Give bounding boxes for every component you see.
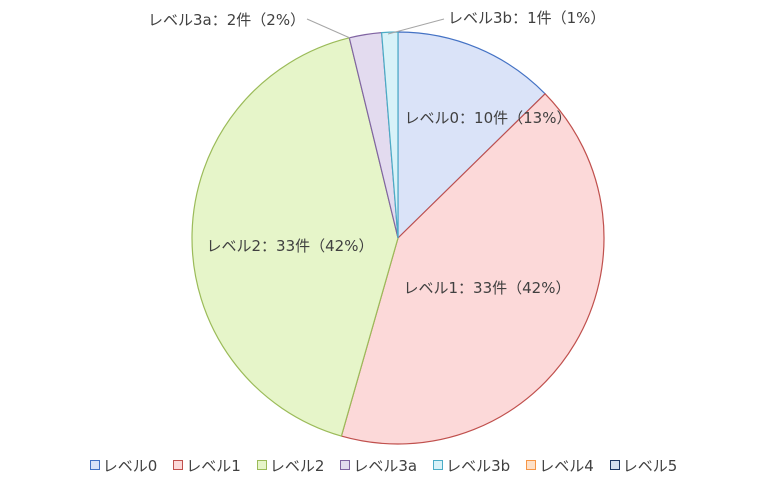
- data-label-2: レベル1：33件（42%）: [404, 279, 571, 297]
- legend-label: レベル4: [539, 456, 594, 475]
- data-label-4: レベル3a：2件（2%）: [148, 11, 305, 29]
- pie-slice-1: [397, 31, 546, 240]
- pie-slice-5: [380, 31, 399, 239]
- legend-label: レベル2: [269, 456, 325, 475]
- legend-label: レベル3a: [353, 456, 418, 475]
- legend-label: レベル3b: [446, 456, 511, 475]
- legend-item-7: レベル5: [609, 455, 678, 476]
- legend-label: レベル1: [186, 456, 241, 475]
- data-label-5: レベル3b：1件（1%）: [448, 9, 605, 27]
- legend-swatch: [340, 460, 351, 470]
- legend-swatch: [89, 460, 100, 470]
- legend-label: レベル5: [622, 456, 678, 475]
- legend-item-4: レベル3a: [340, 455, 417, 476]
- legend-item-3: レベル2: [256, 455, 325, 476]
- legend-item-6: レベル4: [526, 455, 594, 476]
- legend-label: レベル0: [102, 456, 158, 475]
- leader-lines: [306, 18, 445, 39]
- legend-swatch: [256, 460, 267, 470]
- pie-slice-3: [191, 37, 399, 437]
- data-label-3: レベル2：33件（42%）: [207, 237, 374, 255]
- legend-item-2: レベル1: [173, 455, 241, 476]
- legend-swatch: [433, 460, 444, 470]
- leader-line-5: [387, 18, 445, 35]
- legend-swatch: [609, 460, 620, 470]
- legend-swatch: [526, 460, 537, 470]
- legend-item-5: レベル3b: [433, 455, 510, 476]
- leader-line-4: [306, 18, 351, 39]
- pie-slices: [191, 31, 605, 445]
- data-label-1: レベル0：10件（13%）: [405, 109, 572, 127]
- pie-slice-2: [340, 92, 605, 445]
- legend-swatch: [173, 460, 184, 470]
- legend: レベル0 レベル1 レベル2 レベル3a レベル3b レベル4 レベル5: [0, 454, 767, 476]
- legend-item-1: レベル0: [89, 455, 158, 476]
- data-labels: レベル0：10件（13%） レベル1：33件（42%） レベル2：33件（42%） レ…: [148, 9, 605, 297]
